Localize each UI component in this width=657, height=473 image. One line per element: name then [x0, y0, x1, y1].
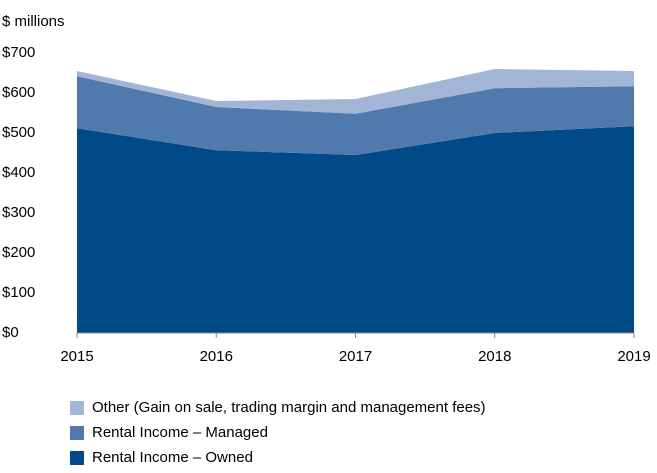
area	[77, 126, 634, 333]
area	[77, 69, 634, 114]
x-tick-label: 2016	[200, 348, 233, 365]
y-tick-label: $200	[2, 244, 35, 261]
legend-label: Rental Income – Owned	[92, 449, 253, 466]
y-tick-label: $500	[2, 124, 35, 141]
legend-swatch	[70, 426, 84, 440]
x-tick-label: 2019	[617, 348, 650, 365]
y-tick-label: $300	[2, 204, 35, 221]
legend-swatch	[70, 401, 84, 415]
legend-label: Rental Income – Managed	[92, 424, 268, 441]
x-tick-label: 2017	[339, 348, 372, 365]
legend-label: Other (Gain on sale, trading margin and …	[92, 399, 486, 416]
legend-swatch	[70, 451, 84, 465]
y-tick-label: $0	[2, 324, 19, 341]
y-tick-label: $400	[2, 164, 35, 181]
area	[77, 76, 634, 155]
y-axis-label: $ millions	[2, 13, 65, 30]
x-tick-label: 2018	[478, 348, 511, 365]
y-tick-label: $600	[2, 84, 35, 101]
x-tick-label: 2015	[60, 348, 93, 365]
y-tick-label: $700	[2, 44, 35, 61]
y-tick-label: $100	[2, 284, 35, 301]
